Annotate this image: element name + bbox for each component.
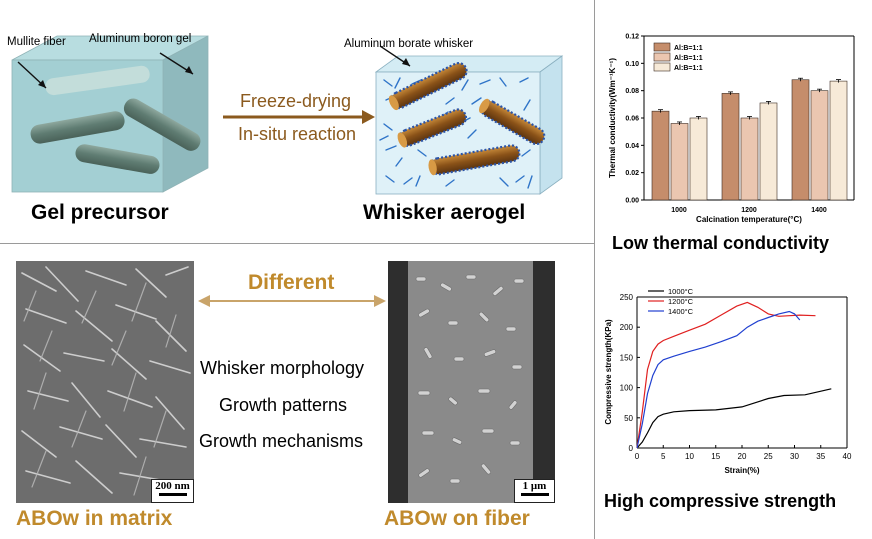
bar-legend-swatch	[653, 42, 671, 52]
bar	[810, 90, 829, 201]
aspect-whisker-morphology: Whisker morphology	[200, 358, 365, 378]
line-y-tick-label: 150	[620, 353, 634, 362]
compressive-caption: High compressive strength	[604, 491, 837, 511]
line-y-axis-label: Compressive strength(KPa)	[604, 319, 613, 425]
matrix-caption: ABOw in matrix	[16, 507, 173, 530]
series-line	[636, 388, 832, 449]
sem-fiber-texture	[388, 261, 555, 503]
bar-y-tick-label: 0.04	[625, 143, 639, 150]
gel-label: Aluminum boron gel	[89, 33, 192, 45]
aspect-growth-patterns: Growth patterns	[219, 395, 348, 415]
process-step-1: Freeze-drying	[240, 91, 352, 111]
line-y-tick-label: 0	[629, 444, 634, 453]
bar	[740, 117, 759, 201]
bar-y-tick-label: 0.02	[625, 170, 639, 177]
line-legend-label: 1400°C	[668, 307, 694, 316]
aerogel-box	[374, 55, 564, 195]
scale-bar-left: 200 nm	[151, 479, 194, 503]
bar	[670, 123, 689, 201]
bar	[829, 80, 848, 201]
coated-fibers	[388, 61, 546, 176]
line-x-tick-label: 10	[685, 452, 694, 461]
fiber-caption: ABOw on fiber	[384, 507, 530, 530]
line-legend-label: 1000°C	[668, 287, 694, 296]
bar-y-tick-label: 0.08	[625, 88, 639, 95]
bar	[791, 79, 810, 201]
line-x-tick-label: 30	[790, 452, 799, 461]
line-x-tick-label: 35	[816, 452, 825, 461]
process-step-2: In-situ reaction	[238, 124, 357, 144]
double-arrow	[198, 295, 386, 307]
sem-matrix-texture	[16, 261, 194, 503]
schematic-diagram	[11, 35, 564, 195]
whisker-aerogel-caption: Whisker aerogel	[363, 201, 526, 224]
line-x-tick-label: 20	[738, 452, 747, 461]
line-x-tick-label: 5	[661, 452, 666, 461]
line-x-tick-label: 40	[843, 452, 852, 461]
vertical-divider	[594, 0, 595, 539]
bar-y-tick-label: 0.06	[625, 116, 639, 123]
bar-y-tick-label: 0.10	[625, 61, 639, 68]
bar	[759, 102, 778, 201]
thermal-caption: Low thermal conductivity	[612, 233, 830, 253]
bar-y-tick-label: 0.00	[625, 198, 639, 205]
line-y-tick-label: 250	[620, 293, 634, 302]
line-legend-label: 1200°C	[668, 297, 694, 306]
process-arrow	[223, 110, 375, 124]
line-x-tick-label: 15	[711, 452, 720, 461]
whisker-label: Aluminum borate whisker	[344, 38, 474, 50]
series-line	[636, 310, 801, 449]
bar-legend-label: Al:B=1:1	[674, 65, 703, 72]
line-x-tick-label: 25	[764, 452, 773, 461]
bar-y-tick-label: 0.12	[625, 34, 639, 41]
scale-label-left: 200 nm	[155, 480, 190, 492]
line-y-tick-label: 50	[624, 414, 633, 423]
mullite-fiber-rods	[30, 65, 201, 174]
bar	[651, 110, 670, 201]
horizontal-divider	[0, 243, 594, 244]
sem-image-matrix: 200 nm	[16, 261, 194, 503]
bar	[721, 93, 740, 201]
bar-legend-label: Al:B=1:1	[674, 55, 703, 62]
sem-image-fiber: 1 μm	[388, 261, 555, 503]
different-label: Different	[248, 271, 335, 294]
bar-y-axis-label: Thermal conductivity(Wm⁻¹K⁻¹)	[608, 58, 617, 178]
bar-x-axis-label: Calcination temperature(°C)	[696, 215, 802, 224]
scale-bar-right: 1 μm	[514, 479, 555, 503]
gel-precursor-caption: Gel precursor	[31, 201, 169, 224]
bar-legend-swatch	[653, 52, 671, 62]
bar-x-tick-label: 1000	[671, 207, 687, 214]
aspect-growth-mechanisms: Growth mechanisms	[199, 431, 364, 451]
bar	[689, 117, 708, 201]
scale-bar-line-right	[520, 493, 549, 496]
scale-bar-line-left	[158, 493, 187, 496]
line-x-tick-label: 0	[635, 452, 640, 461]
bar-legend-swatch	[653, 62, 671, 72]
line-y-tick-label: 100	[620, 384, 634, 393]
bar-x-tick-label: 1400	[811, 207, 827, 214]
mullite-fiber-label: Mullite fiber	[7, 36, 66, 48]
series-line	[636, 301, 816, 449]
line-y-tick-label: 200	[620, 323, 634, 332]
thermal-conductivity-bar-chart: 0.00 0.02 0.04 0.06 0.08 0.10 0.12 1000 1200 140…	[608, 34, 855, 224]
bar-legend-label: Al:B=1:1	[674, 45, 703, 52]
scale-label-right: 1 μm	[522, 480, 547, 492]
line-x-axis-label: Strain(%)	[724, 466, 759, 475]
bar-x-tick-label: 1200	[741, 207, 757, 214]
